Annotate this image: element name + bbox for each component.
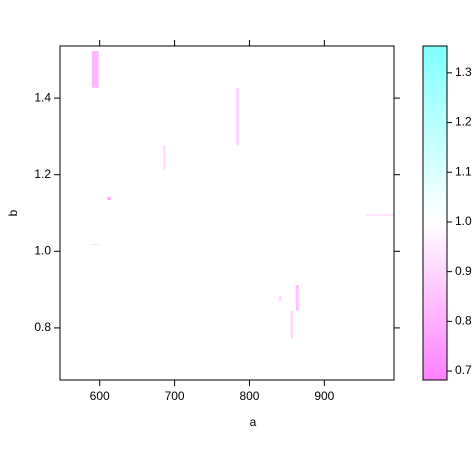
colorkey-tick-label: 0.9 [455, 264, 472, 278]
x-tick-label: 600 [90, 389, 110, 403]
colorkey-tick-label: 0.7 [455, 363, 472, 377]
x-tick-label: 900 [314, 389, 334, 403]
cell [290, 311, 293, 339]
y-tick-label: 0.8 [34, 320, 51, 334]
plot-frame [59, 45, 395, 381]
x-axis-label: a [250, 415, 257, 429]
y-tick-label: 1.0 [34, 243, 51, 257]
x-tick-label: 800 [239, 389, 259, 403]
cell [278, 296, 282, 302]
colorkey-tick-label: 1.1 [455, 164, 472, 178]
colorkey [422, 45, 448, 381]
y-tick-label: 1.4 [34, 90, 51, 104]
y-axis-label: b [6, 209, 20, 216]
y-tick-label: 1.2 [34, 167, 51, 181]
cell [91, 244, 99, 246]
cell [365, 214, 394, 217]
cell [295, 285, 299, 311]
colorkey-tick-label: 1.3 [455, 65, 472, 79]
colorkey-tick-label: 1.2 [455, 115, 472, 129]
colorkey-tick-label: 1.0 [455, 214, 472, 228]
cell [163, 145, 166, 171]
cell [107, 196, 111, 200]
cell [235, 88, 239, 146]
colorkey-tick-label: 0.8 [455, 314, 472, 328]
cell [91, 50, 99, 88]
x-tick-label: 700 [165, 389, 185, 403]
